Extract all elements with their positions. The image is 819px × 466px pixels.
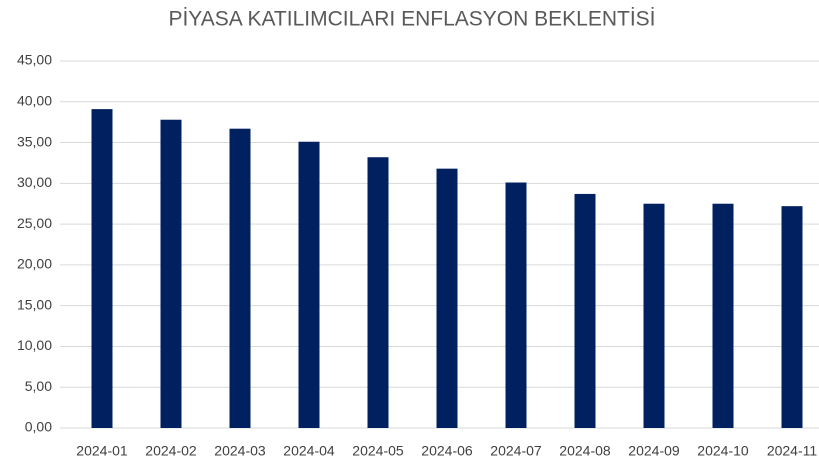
x-tick-label: 2024-10 bbox=[697, 443, 749, 459]
x-tick-label: 2024-09 bbox=[628, 443, 680, 459]
bar bbox=[367, 157, 389, 429]
bar bbox=[298, 141, 320, 429]
chart-title: PİYASA KATILIMCILARI ENFLASYON BEKLENTİS… bbox=[168, 8, 655, 31]
y-tick-label: 0,00 bbox=[25, 419, 52, 435]
bar bbox=[781, 206, 803, 428]
y-tick-label: 25,00 bbox=[17, 215, 52, 231]
x-tick-label: 2024-08 bbox=[559, 443, 611, 459]
x-tick-label: 2024-07 bbox=[490, 443, 542, 459]
y-tick-label: 45,00 bbox=[17, 52, 52, 68]
y-tick-label: 35,00 bbox=[17, 133, 52, 149]
y-tick-label: 10,00 bbox=[17, 337, 52, 353]
y-tick-label: 40,00 bbox=[17, 92, 52, 108]
x-tick-label: 2024-11 bbox=[767, 443, 818, 459]
y-tick-label: 15,00 bbox=[17, 296, 52, 312]
bar bbox=[574, 193, 596, 428]
bar bbox=[160, 119, 182, 428]
x-tick-label: 2024-05 bbox=[352, 443, 404, 459]
bar bbox=[505, 182, 527, 428]
x-tick-label: 2024-06 bbox=[421, 443, 473, 459]
bar bbox=[91, 109, 113, 429]
bar bbox=[229, 128, 251, 429]
y-tick-label: 20,00 bbox=[17, 256, 52, 272]
x-tick-label: 2024-04 bbox=[283, 443, 335, 459]
bar bbox=[436, 168, 458, 429]
x-tick-label: 2024-02 bbox=[145, 443, 197, 459]
bar bbox=[712, 203, 734, 428]
y-tick-label: 5,00 bbox=[25, 378, 52, 394]
bar bbox=[643, 203, 665, 428]
y-tick-label: 30,00 bbox=[17, 174, 52, 190]
x-tick-label: 2024-03 bbox=[214, 443, 266, 459]
x-tick-label: 2024-01 bbox=[76, 443, 128, 459]
